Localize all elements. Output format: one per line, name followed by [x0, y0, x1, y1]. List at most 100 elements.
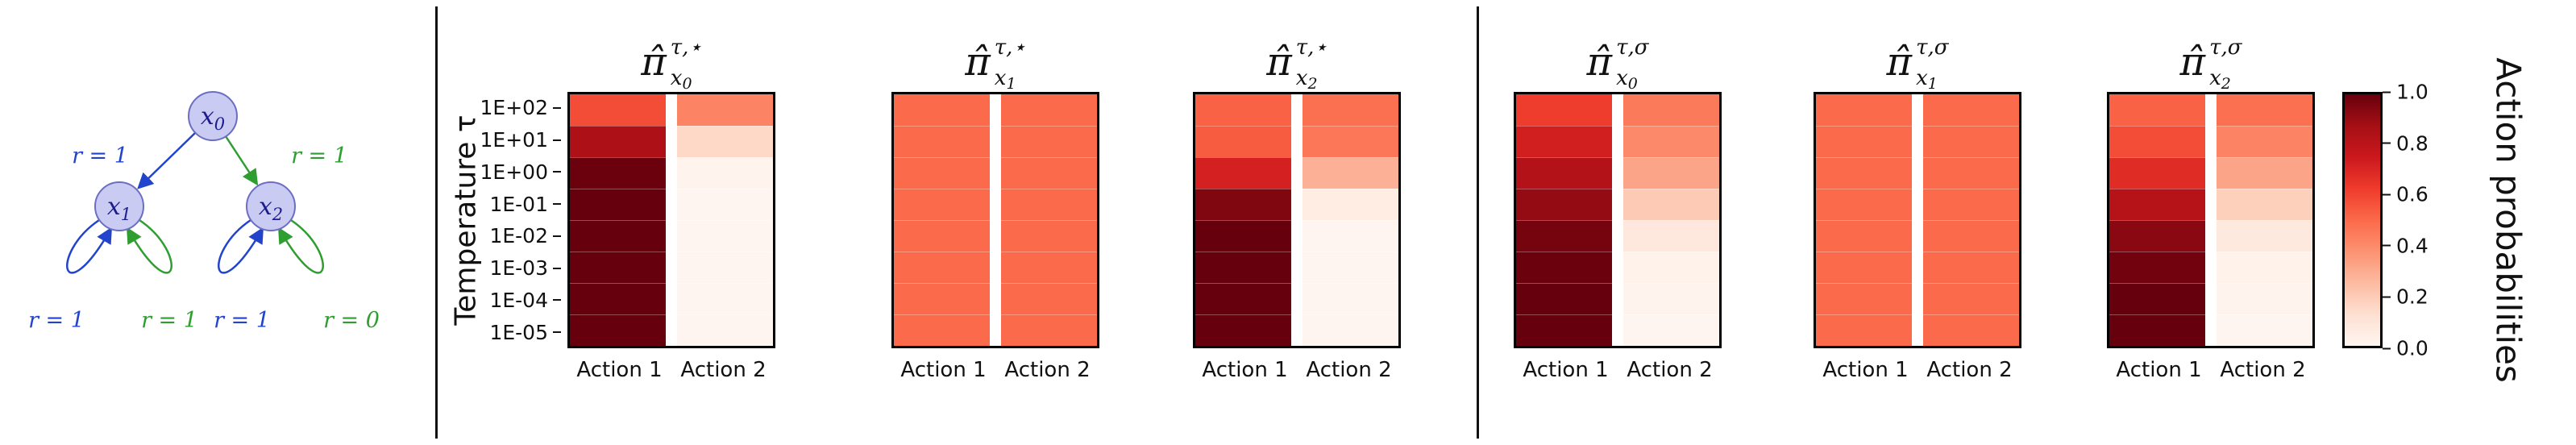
- heatmap-cell: [2109, 314, 2205, 346]
- y-tick-mark: [553, 331, 561, 334]
- heatmap-cell: [1923, 283, 2019, 314]
- edge-label-x0-x1: r = 1: [72, 143, 128, 168]
- colorbar-tick: 0.8: [2383, 131, 2429, 155]
- heatmap-cell: [1923, 126, 2019, 157]
- policy-math-symbol: π̂ τ,σ x2: [2179, 37, 2242, 92]
- pi-hat-symbol: π̂: [2179, 40, 2206, 85]
- subscript-variable: x: [1616, 66, 1628, 90]
- heatmap-cell: [570, 189, 666, 220]
- heatmap-cell: [1195, 126, 1291, 157]
- heatmap-cell: [1516, 189, 1612, 220]
- loop-label-x1-blue: r = 1: [28, 308, 85, 333]
- policy-math-symbol: π̂ τ,σ x1: [1887, 37, 1949, 92]
- heatmap-cell: [1001, 189, 1097, 220]
- heatmap-cell: [677, 189, 773, 220]
- title-scripts: τ,⋆ x0: [670, 35, 702, 92]
- subscript-variable: x: [1295, 66, 1308, 90]
- heatmap-column-action-2: [1923, 94, 2019, 346]
- title-superscript: τ,⋆: [670, 35, 702, 60]
- y-tick-label: 1E-01: [477, 188, 561, 220]
- title-superscript: τ,⋆: [1295, 35, 1327, 60]
- self-loop-x1-blue: [66, 218, 113, 274]
- heatmap-cell: [1923, 189, 2019, 220]
- heatmap-cell: [1516, 252, 1612, 283]
- heatmap-cell: [1816, 220, 1912, 252]
- heatmap-cell: [570, 314, 666, 346]
- heatmap-cell: [1816, 157, 1912, 189]
- node-x1-label: x1: [107, 193, 131, 224]
- heatmap-column-action-1: [894, 94, 990, 346]
- x-tick-label-action-2: Action 2: [2220, 358, 2306, 382]
- heatmap-cell: [1816, 94, 1912, 126]
- subscript-index: 0: [1627, 75, 1638, 93]
- subscript-index: 2: [2221, 75, 2231, 93]
- x-tick-label-action-2: Action 2: [1627, 358, 1713, 382]
- pi-hat-symbol: π̂: [965, 40, 991, 85]
- heatmap-plot: [1814, 92, 2021, 348]
- colorbar-tick-mark: [2383, 91, 2391, 93]
- heatmap-cell: [570, 157, 666, 189]
- heatmap-x-labels: Action 1 Action 2: [1193, 358, 1401, 382]
- y-tick-label: 1E-03: [477, 252, 561, 285]
- heatmap-cell: [570, 220, 666, 252]
- policy-math-symbol: π̂ τ,⋆ x2: [1266, 35, 1327, 92]
- y-tick-mark: [553, 171, 561, 173]
- heatmap-x-labels: Action 1 Action 2: [1814, 358, 2021, 382]
- heatmap-cell: [677, 126, 773, 157]
- heatmap-cell: [1816, 314, 1912, 346]
- heatmap-cell: [1516, 126, 1612, 157]
- y-tick-mark: [553, 299, 561, 302]
- heatmap-cell: [1923, 157, 2019, 189]
- heatmap-cell: [1623, 157, 1719, 189]
- y-tick-label: 1E+01: [477, 124, 561, 156]
- y-tick-label: 1E+00: [477, 156, 561, 189]
- heatmap-cell: [1923, 252, 2019, 283]
- x-tick-label-action-1: Action 1: [1523, 358, 1609, 382]
- heatmap-x1-star: π̂ τ,⋆ x1 Action 1 Action 2: [891, 0, 1099, 445]
- title-subscript: x2: [1295, 66, 1327, 92]
- colorbar-tick-text: 0.8: [2396, 131, 2429, 156]
- subscript-index: 2: [1307, 75, 1318, 93]
- heatmap-x0-star: π̂ τ,⋆ x0 Action 1 Action 2: [567, 0, 775, 445]
- heatmap-cell: [894, 157, 990, 189]
- subscript-variable: x: [1916, 66, 1928, 90]
- heatmap-column-gap: [1912, 94, 1923, 346]
- heatmap-cell: [2217, 189, 2312, 220]
- title-scripts: τ,⋆ x2: [1295, 35, 1327, 92]
- y-tick-mark: [553, 106, 561, 109]
- heatmap-plot: [2107, 92, 2315, 348]
- subscript-variable: x: [994, 66, 1007, 90]
- title-subscript: x0: [1616, 66, 1648, 92]
- heatmap-cell: [2217, 157, 2312, 189]
- heatmap-cell: [2109, 252, 2205, 283]
- heatmap-x0-sigma: π̂ τ,σ x0 Action 1 Action 2: [1514, 0, 1722, 445]
- heatmap-column-action-1: [1195, 94, 1291, 346]
- heatmap-cell: [1923, 220, 2019, 252]
- heatmap-column-action-1: [1516, 94, 1612, 346]
- heatmap-column-action-1: [570, 94, 666, 346]
- y-tick-text: 1E-04: [489, 288, 548, 312]
- subscript-index: 1: [1006, 75, 1016, 93]
- y-tick-text: 1E-03: [489, 256, 548, 281]
- heatmap-cell: [1195, 94, 1291, 126]
- heatmap-column-action-2: [1303, 94, 1398, 346]
- heatmap-x-labels: Action 1 Action 2: [1514, 358, 1722, 382]
- heatmap-column-gap: [1612, 94, 1623, 346]
- heatmap-column-action-2: [1001, 94, 1097, 346]
- heatmap-cell: [894, 252, 990, 283]
- colorbar-tick: 0.6: [2383, 183, 2429, 206]
- heatmap-cell: [1303, 126, 1398, 157]
- y-tick-mark: [553, 235, 561, 237]
- heatmap-cell: [1623, 314, 1719, 346]
- heatmap-cell: [894, 220, 990, 252]
- colorbar-tick: 0.2: [2383, 285, 2429, 309]
- heatmap-column-action-2: [1623, 94, 1719, 346]
- x-tick-label-action-1: Action 1: [2116, 358, 2202, 382]
- heatmap-column-action-1: [2109, 94, 2205, 346]
- heatmap-cell: [1816, 189, 1912, 220]
- heatmap-cell: [894, 126, 990, 157]
- title-scripts: τ,σ x2: [2209, 37, 2242, 92]
- heatmap-x2-sigma: π̂ τ,σ x2 Action 1 Action 2: [2107, 0, 2315, 445]
- heatmap-cell: [1195, 189, 1291, 220]
